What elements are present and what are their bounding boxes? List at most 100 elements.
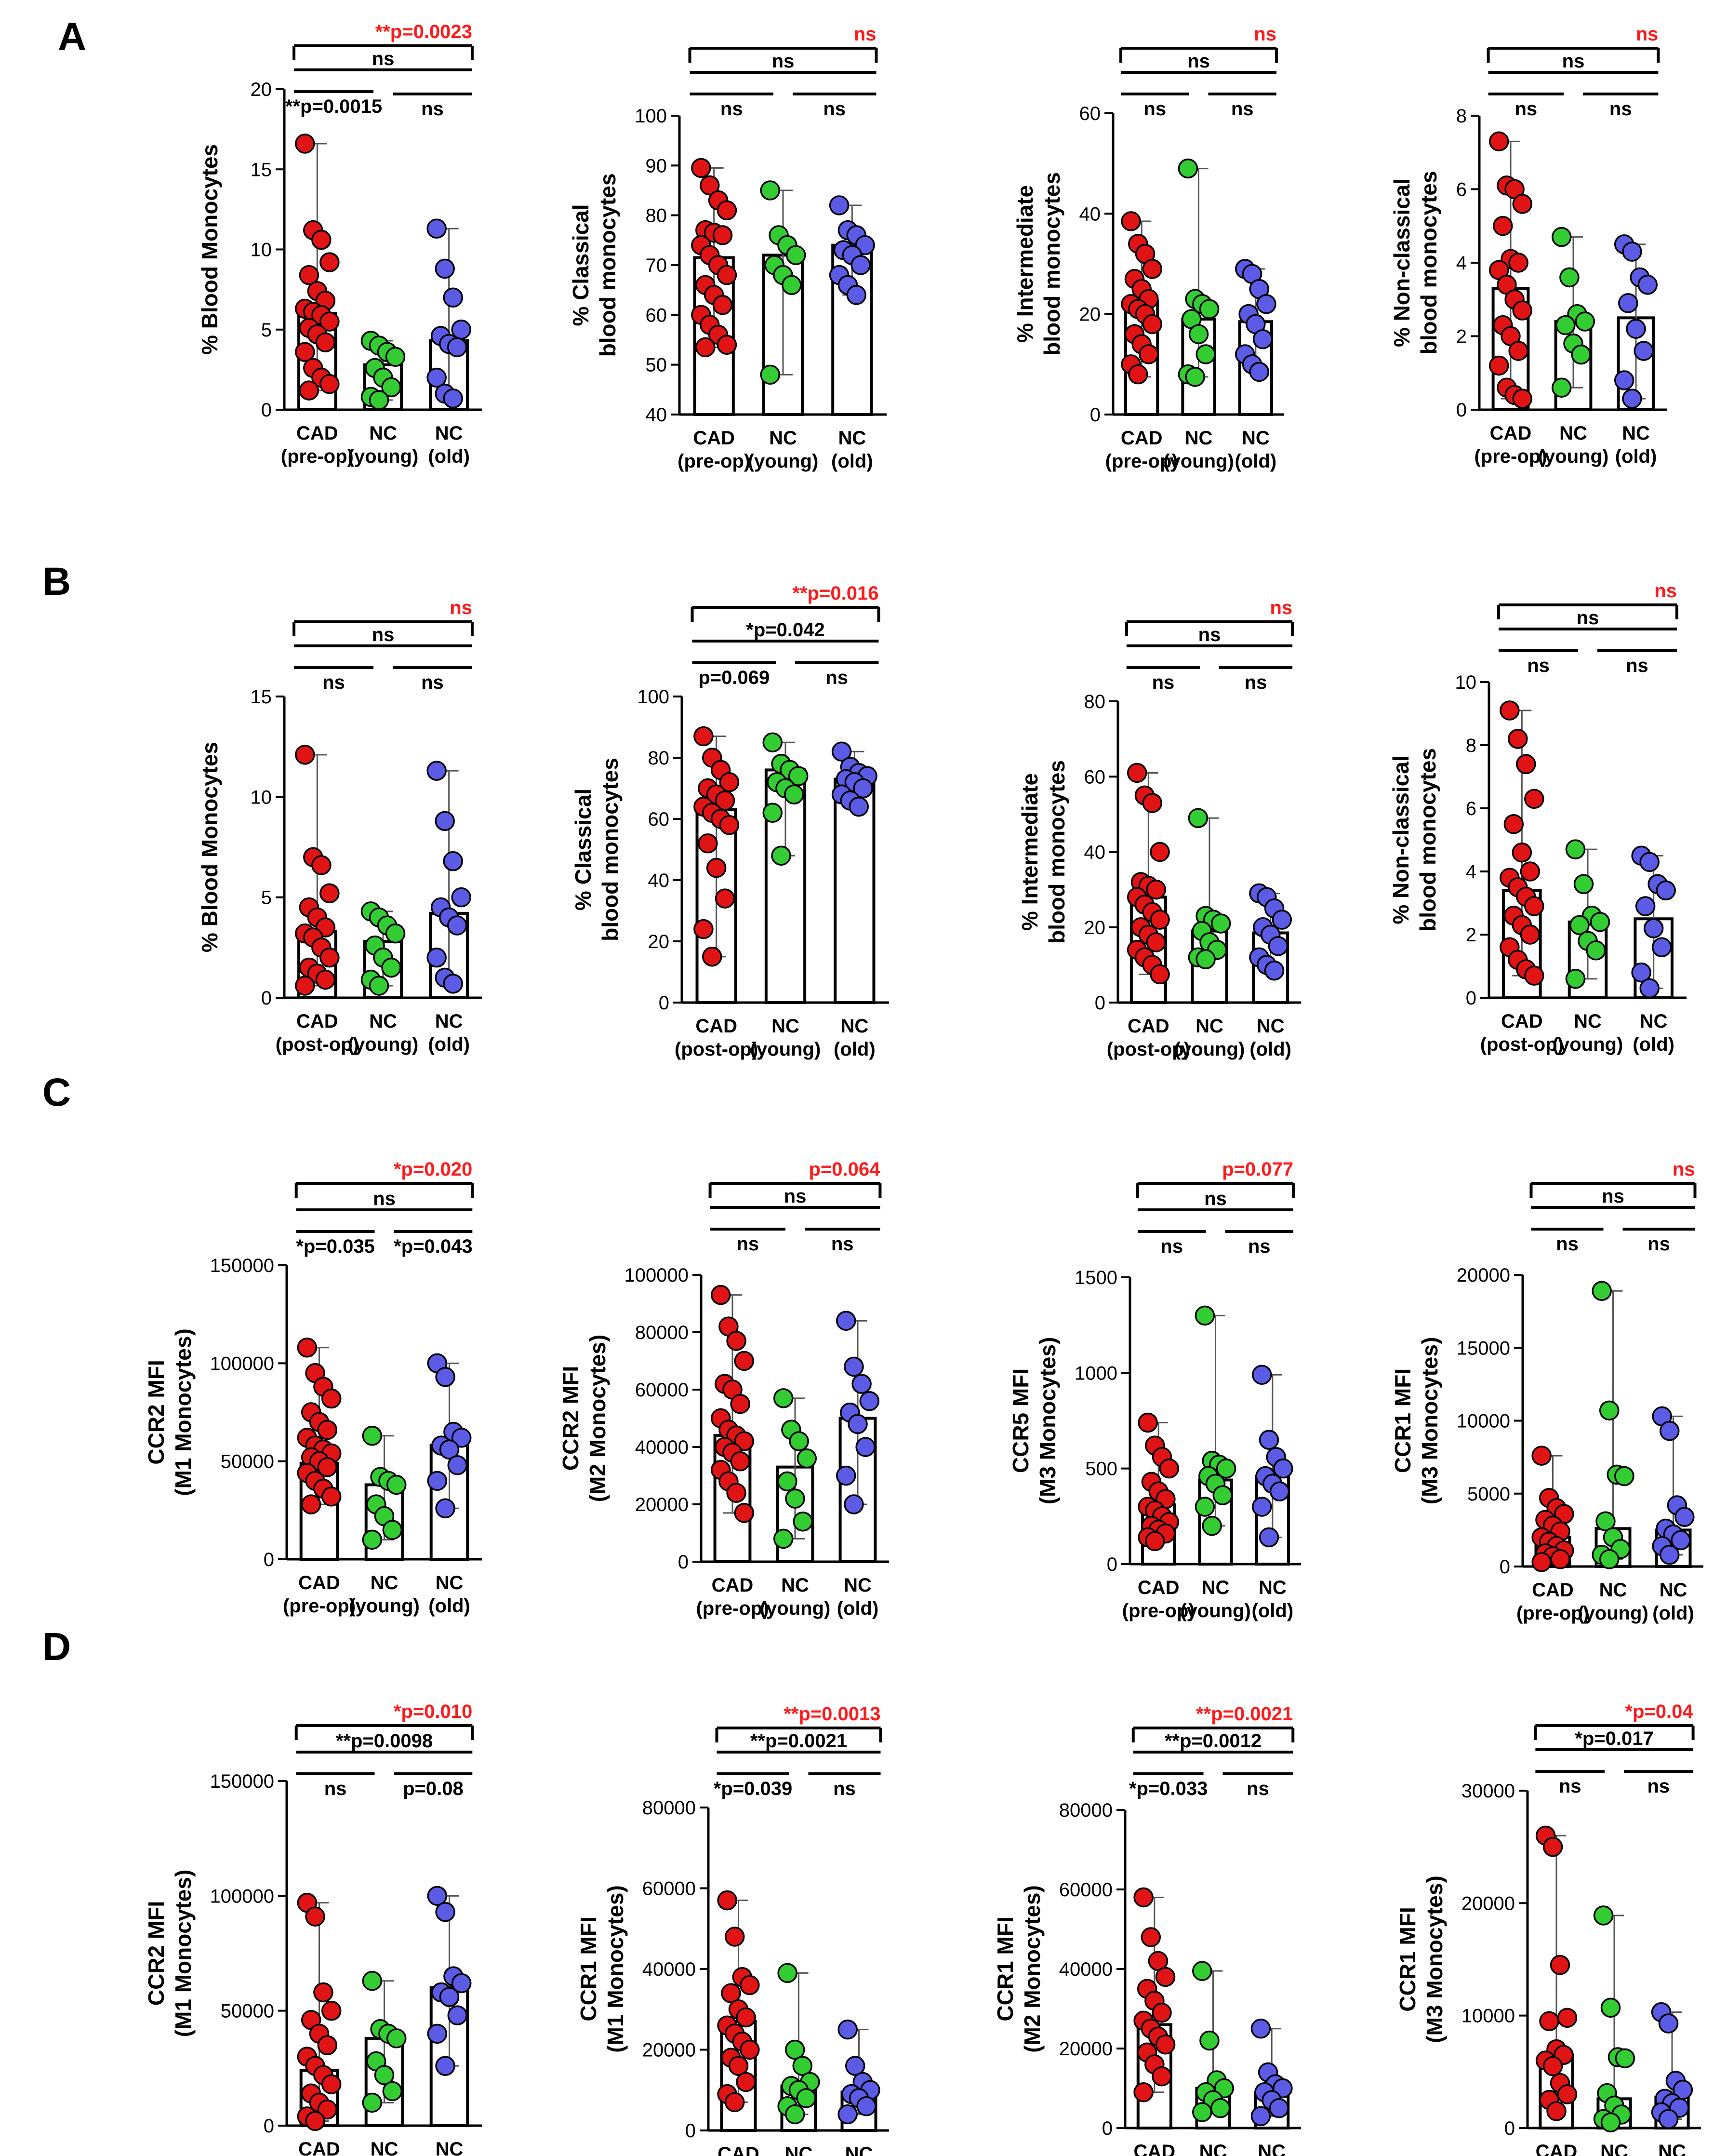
data-point [1138,1412,1158,1433]
data-point [1622,388,1642,409]
data-point [1196,949,1216,969]
significance-label: ns [1527,655,1550,676]
y-tick-label: 15000 [1457,1338,1510,1359]
y-axis-title: (M1 Monocytes) [171,1870,196,2037]
panel-label-d: D [42,1625,71,1669]
data-point [362,2092,383,2113]
significance-label: ns [1514,98,1537,120]
chart-c1: 0 50000 100000 150000 CCR2 MFI (M1 Monocytes)… [144,1159,482,1617]
x-category-label: (young) [748,451,819,472]
data-point [1249,362,1269,382]
significance-label: **p=0.0012 [1165,1730,1262,1752]
data-point [299,265,319,285]
panel-label-a: A [58,15,87,59]
data-point [1150,910,1170,930]
y-axis-title: CCR2 MFI [558,1366,583,1471]
chart-d4: 0 10000 20000 30000 CCR1 MFI (M3 Monocytes) CA… [1395,1701,1701,2156]
data-point [1512,388,1533,409]
data-point [837,2019,858,2040]
data-point [1586,940,1606,961]
chart-b3: 0 20 40 60 80 % Intermediate blood monocytes CA… [1017,597,1301,1060]
y-axis-title: % Non-classical [1388,755,1413,924]
data-point [1565,839,1586,859]
x-category-label: NC [1574,1011,1602,1032]
data-point [859,1391,880,1411]
y-tick-label: 0 [1466,988,1476,1009]
data-point [1150,842,1170,862]
significance-label: ns [1577,607,1599,629]
data-point [1159,1458,1180,1479]
data-point [447,2005,468,2025]
data-point [317,1419,338,1440]
data-point [1199,299,1220,319]
y-tick-label: 5 [261,887,272,909]
significance-label: ns [831,1233,854,1255]
x-category-label: (old) [1249,1039,1291,1060]
x-category-label: (young) [1538,446,1609,467]
x-category-label: (old) [831,451,873,472]
x-category-label: CAD [296,423,338,444]
data-point [1674,1507,1695,1527]
data-point [789,1431,809,1451]
data-point [712,225,733,245]
significance-label: ns [1198,624,1221,645]
y-tick-label: 60000 [1059,1879,1113,1901]
data-point [1512,194,1533,214]
x-category-label: CAD [1490,423,1532,444]
y-tick-label: 80 [1084,691,1106,712]
y-axis-title: (M2 Monocytes) [585,1335,610,1502]
data-point [762,732,783,752]
data-point [792,2056,813,2076]
data-point [1542,2056,1563,2076]
data-point [426,367,447,388]
data-point [382,1520,403,1540]
significance-label: *p=0.04 [1625,1701,1693,1722]
data-point [435,811,455,831]
y-tick-label: 8 [1466,735,1476,756]
x-category-label: (old) [1633,1034,1674,1055]
data-point [386,1474,407,1495]
y-axis-title: % Intermediate [1012,185,1037,343]
x-category-label: (pre-op) [1122,1600,1195,1621]
y-tick-label: 30000 [1461,1781,1515,1802]
data-point [313,1982,333,2003]
y-tick-label: 0 [685,2120,696,2142]
y-tick-label: 50000 [221,1451,274,1473]
data-point [846,285,867,305]
data-point [715,888,735,909]
y-tick-label: 40000 [1059,1959,1113,1980]
data-point [385,347,406,367]
y-tick-label: 80 [648,748,670,769]
y-tick-label: 1500 [1075,1267,1117,1288]
data-point [693,726,714,747]
chart-d1: 0 50000 100000 150000 CCR2 MFI (M1 Monocytes)… [144,1701,482,2156]
x-category-label: (post-op) [675,1039,758,1060]
data-point [719,815,740,835]
data-point [1268,936,1289,956]
y-tick-label: 70 [646,255,667,276]
data-point [855,1437,876,1457]
y-tick-label: 100000 [210,1353,274,1374]
x-category-label: (young) [1578,1603,1648,1624]
y-tick-label: 20 [648,931,670,952]
x-category-label: NC [369,1011,397,1032]
data-point [427,1886,448,1906]
data-point [1251,1365,1272,1385]
significance-label: ns [720,98,743,120]
data-point [451,1428,472,1448]
y-axis-title: % Blood Monocytes [197,144,222,355]
x-category-label: NC [1658,2141,1686,2156]
data-point [848,1414,868,1434]
data-point [295,976,315,996]
significance-label: p=0.069 [698,667,770,688]
x-category-label: CAD [1121,428,1163,449]
data-point [385,923,406,944]
data-point [439,1439,460,1460]
significance-label: **p=0.0021 [750,1730,847,1752]
data-point [1196,344,1216,364]
data-point [1658,2109,1679,2129]
data-point [1133,1887,1154,1908]
y-tick-label: 0 [264,2116,274,2137]
significance-label: ns [1160,1236,1183,1257]
